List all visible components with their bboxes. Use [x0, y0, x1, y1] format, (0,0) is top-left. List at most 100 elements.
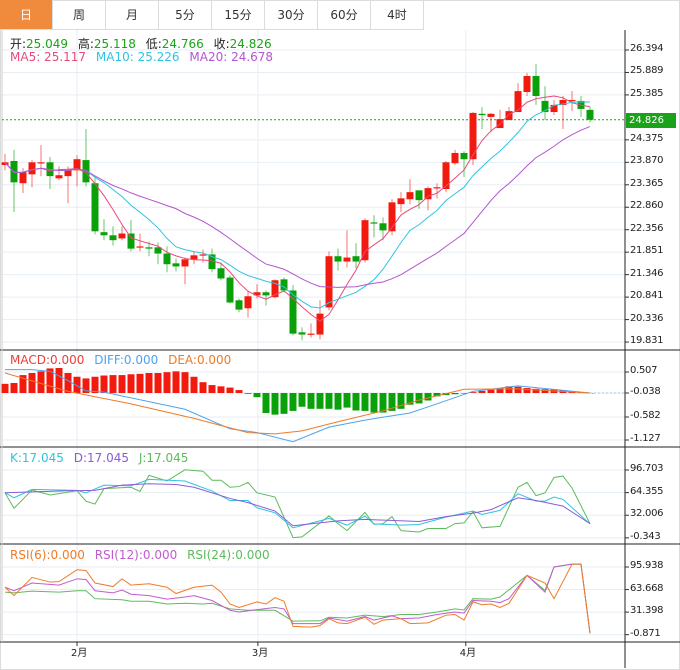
tab-day[interactable]: 日	[0, 0, 53, 29]
macd-bar	[181, 372, 189, 393]
macd-axis-label: -1.127	[630, 433, 661, 444]
kdj-axis-label: 32.006	[630, 508, 664, 520]
candle-up	[523, 75, 531, 93]
ma-legend: MA5: 25.117 MA10: 25.226 MA20: 24.678	[10, 50, 279, 64]
high-value: 25.118	[93, 37, 136, 51]
candle-down	[172, 263, 180, 267]
macd-bar	[253, 393, 261, 398]
current-price-tag: 24.826	[626, 112, 676, 128]
rsi6-line	[4, 563, 591, 634]
candle-down	[415, 190, 423, 201]
macd-bar	[172, 371, 180, 393]
tab-week[interactable]: 周	[53, 0, 106, 29]
macd-bar	[370, 393, 378, 413]
macd-bar	[433, 393, 441, 397]
macd-bar	[55, 368, 63, 393]
rsi-axis-label: 95.938	[630, 560, 664, 571]
candle-down	[478, 113, 486, 116]
macd-bar	[496, 388, 504, 393]
macd-bar	[217, 386, 225, 393]
macd-legend: MACD:0.000 DIFF:0.000 DEA:0.000	[10, 353, 237, 367]
candle-up	[442, 162, 450, 190]
rsi12-value: RSI(12):0.000	[94, 548, 178, 562]
x-axis-label: 3月	[251, 648, 269, 659]
macd-bar	[397, 393, 405, 409]
d-value: D:17.045	[73, 451, 130, 465]
candle-down	[91, 183, 99, 232]
candle-down	[145, 247, 153, 249]
macd-value: MACD:0.000	[10, 353, 85, 367]
rsi12-line	[4, 563, 591, 634]
macd-bar	[10, 383, 18, 393]
macd-bar	[487, 389, 495, 393]
rsi-axis-label: 63.668	[630, 582, 664, 594]
ma5-line	[4, 95, 591, 322]
candle-up	[361, 220, 369, 261]
candle-up	[514, 91, 522, 113]
macd-bar	[478, 390, 486, 393]
price-axis-label: 20.841	[630, 290, 664, 302]
macd-bar	[451, 393, 459, 395]
price-axis-label: 23.870	[630, 155, 664, 167]
price-axis-label: 25.889	[630, 65, 664, 77]
candle-up	[1, 162, 9, 165]
price-axis-label: 22.860	[630, 200, 664, 212]
macd-bar	[307, 393, 315, 409]
candle-up	[55, 175, 63, 179]
candle-up	[433, 187, 441, 189]
rsi-legend: RSI(6):0.000 RSI(12):0.000 RSI(24):0.000	[10, 548, 276, 562]
candle-up	[559, 100, 567, 105]
candle-up	[388, 202, 396, 232]
candle-down	[82, 160, 90, 183]
candle-up	[469, 112, 477, 160]
candle-up	[316, 313, 324, 335]
macd-bar	[343, 393, 351, 408]
candle-up	[118, 233, 126, 239]
candle-up	[424, 188, 432, 200]
tab-4hour[interactable]: 4时	[371, 0, 424, 29]
macd-bar	[226, 387, 234, 393]
candle-down	[208, 254, 216, 270]
dea-value: DEA:0.000	[168, 353, 232, 367]
candle-down	[289, 290, 297, 334]
tab-5min[interactable]: 5分	[159, 0, 212, 29]
macd-bar	[154, 373, 162, 393]
macd-bar	[415, 393, 423, 404]
candle-down	[217, 268, 225, 279]
macd-bar	[109, 375, 117, 393]
macd-bar	[361, 393, 369, 411]
macd-bar	[208, 385, 216, 393]
macd-bar	[118, 375, 126, 393]
candle-up	[451, 152, 459, 164]
macd-bar	[244, 393, 252, 394]
ohlc-legend: 开:25.049 高:25.118 低:24.766 收:24.826	[10, 35, 278, 52]
ma20-line	[4, 126, 591, 288]
tab-month[interactable]: 月	[106, 0, 159, 29]
tab-15min[interactable]: 15分	[212, 0, 265, 29]
price-axis-label: 19.831	[630, 335, 664, 347]
price-axis-label: 23.365	[630, 177, 664, 189]
close-value: 24.826	[229, 37, 272, 51]
macd-bar	[532, 388, 540, 393]
candle-up	[397, 198, 405, 205]
tab-30min[interactable]: 30分	[265, 0, 318, 29]
x-axis-label: 4月	[459, 648, 477, 659]
macd-bar	[262, 393, 270, 413]
macd-bar	[505, 386, 513, 393]
j-line	[4, 469, 591, 539]
candle-up	[343, 257, 351, 262]
kdj-legend: K:17.045 D:17.045 J:17.045	[10, 451, 194, 465]
macd-bar	[325, 393, 333, 409]
candle-down	[586, 109, 594, 120]
tab-60min[interactable]: 60分	[318, 0, 371, 29]
macd-bar	[199, 382, 207, 393]
price-axis-label: 26.394	[630, 43, 664, 54]
rsi24-line	[4, 563, 591, 634]
macd-axis-label: -0.582	[630, 410, 661, 421]
macd-bar	[541, 389, 549, 393]
macd-bar	[136, 373, 144, 393]
macd-bar	[460, 393, 468, 394]
high-label: 高:	[77, 37, 94, 51]
candle-up	[271, 280, 279, 298]
